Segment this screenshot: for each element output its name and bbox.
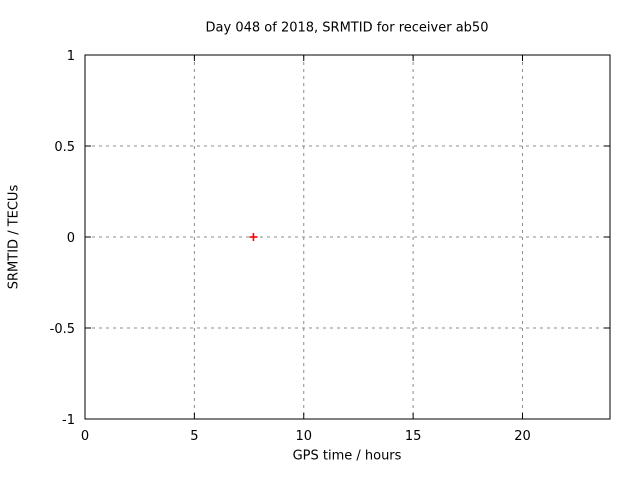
y-tick-label: 0.5	[54, 140, 75, 155]
y-axis-label: SRMTID / TECUs	[6, 184, 22, 290]
chart-title: Day 048 of 2018, SRMTID for receiver ab5…	[205, 20, 489, 36]
x-tick-label: 5	[190, 429, 198, 444]
x-axis-label: GPS time / hours	[292, 448, 402, 464]
y-tick-label: -0.5	[50, 322, 75, 337]
x-tick-label: 0	[81, 429, 89, 444]
plot-border	[84, 54, 611, 420]
y-tick-label: -1	[62, 413, 75, 428]
x-tick-label: 20	[514, 429, 531, 444]
y-tick-label: 0	[67, 231, 75, 246]
x-tick-label: 15	[405, 429, 422, 444]
x-tick-label: 10	[295, 429, 312, 444]
y-tick-label: 1	[67, 49, 75, 64]
